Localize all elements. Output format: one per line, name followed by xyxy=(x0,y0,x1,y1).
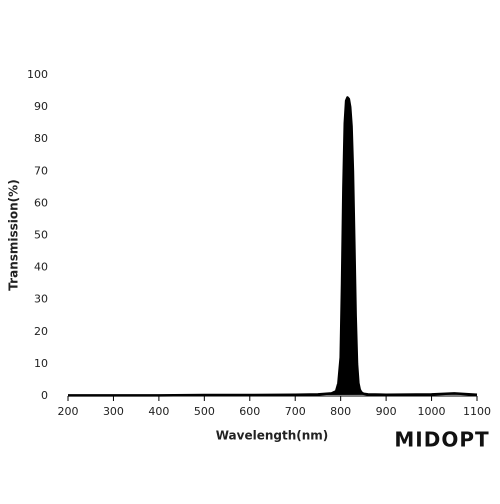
x-axis-label: Wavelength(nm) xyxy=(216,429,329,443)
y-tick-label: 10 xyxy=(34,357,48,370)
y-axis-label: Transmission(%) xyxy=(7,179,21,290)
y-tick-label: 20 xyxy=(34,325,48,338)
y-tick-label: 100 xyxy=(27,68,48,81)
x-tick-label: 200 xyxy=(58,405,79,418)
x-tick-label: 1100 xyxy=(463,405,491,418)
transmission-curve xyxy=(68,96,478,397)
y-tick-label: 40 xyxy=(34,261,48,274)
y-tick-label: 70 xyxy=(34,164,48,177)
y-tick-label: 80 xyxy=(34,132,48,145)
x-tick-label: 400 xyxy=(148,405,169,418)
x-tick-label: 900 xyxy=(376,405,397,418)
x-tick-label: 1000 xyxy=(418,405,446,418)
y-tick-label: 90 xyxy=(34,100,48,113)
x-tick-label: 700 xyxy=(285,405,306,418)
x-tick-label: 300 xyxy=(103,405,124,418)
x-tick-label: 600 xyxy=(239,405,260,418)
y-tick-label: 50 xyxy=(34,229,48,242)
y-tick-label: 30 xyxy=(34,293,48,306)
y-tick-label: 60 xyxy=(34,196,48,209)
logo: MIDOPT xyxy=(394,428,489,452)
y-tick-label: 0 xyxy=(41,389,48,402)
x-tick-label: 500 xyxy=(194,405,215,418)
x-tick-label: 800 xyxy=(330,405,351,418)
